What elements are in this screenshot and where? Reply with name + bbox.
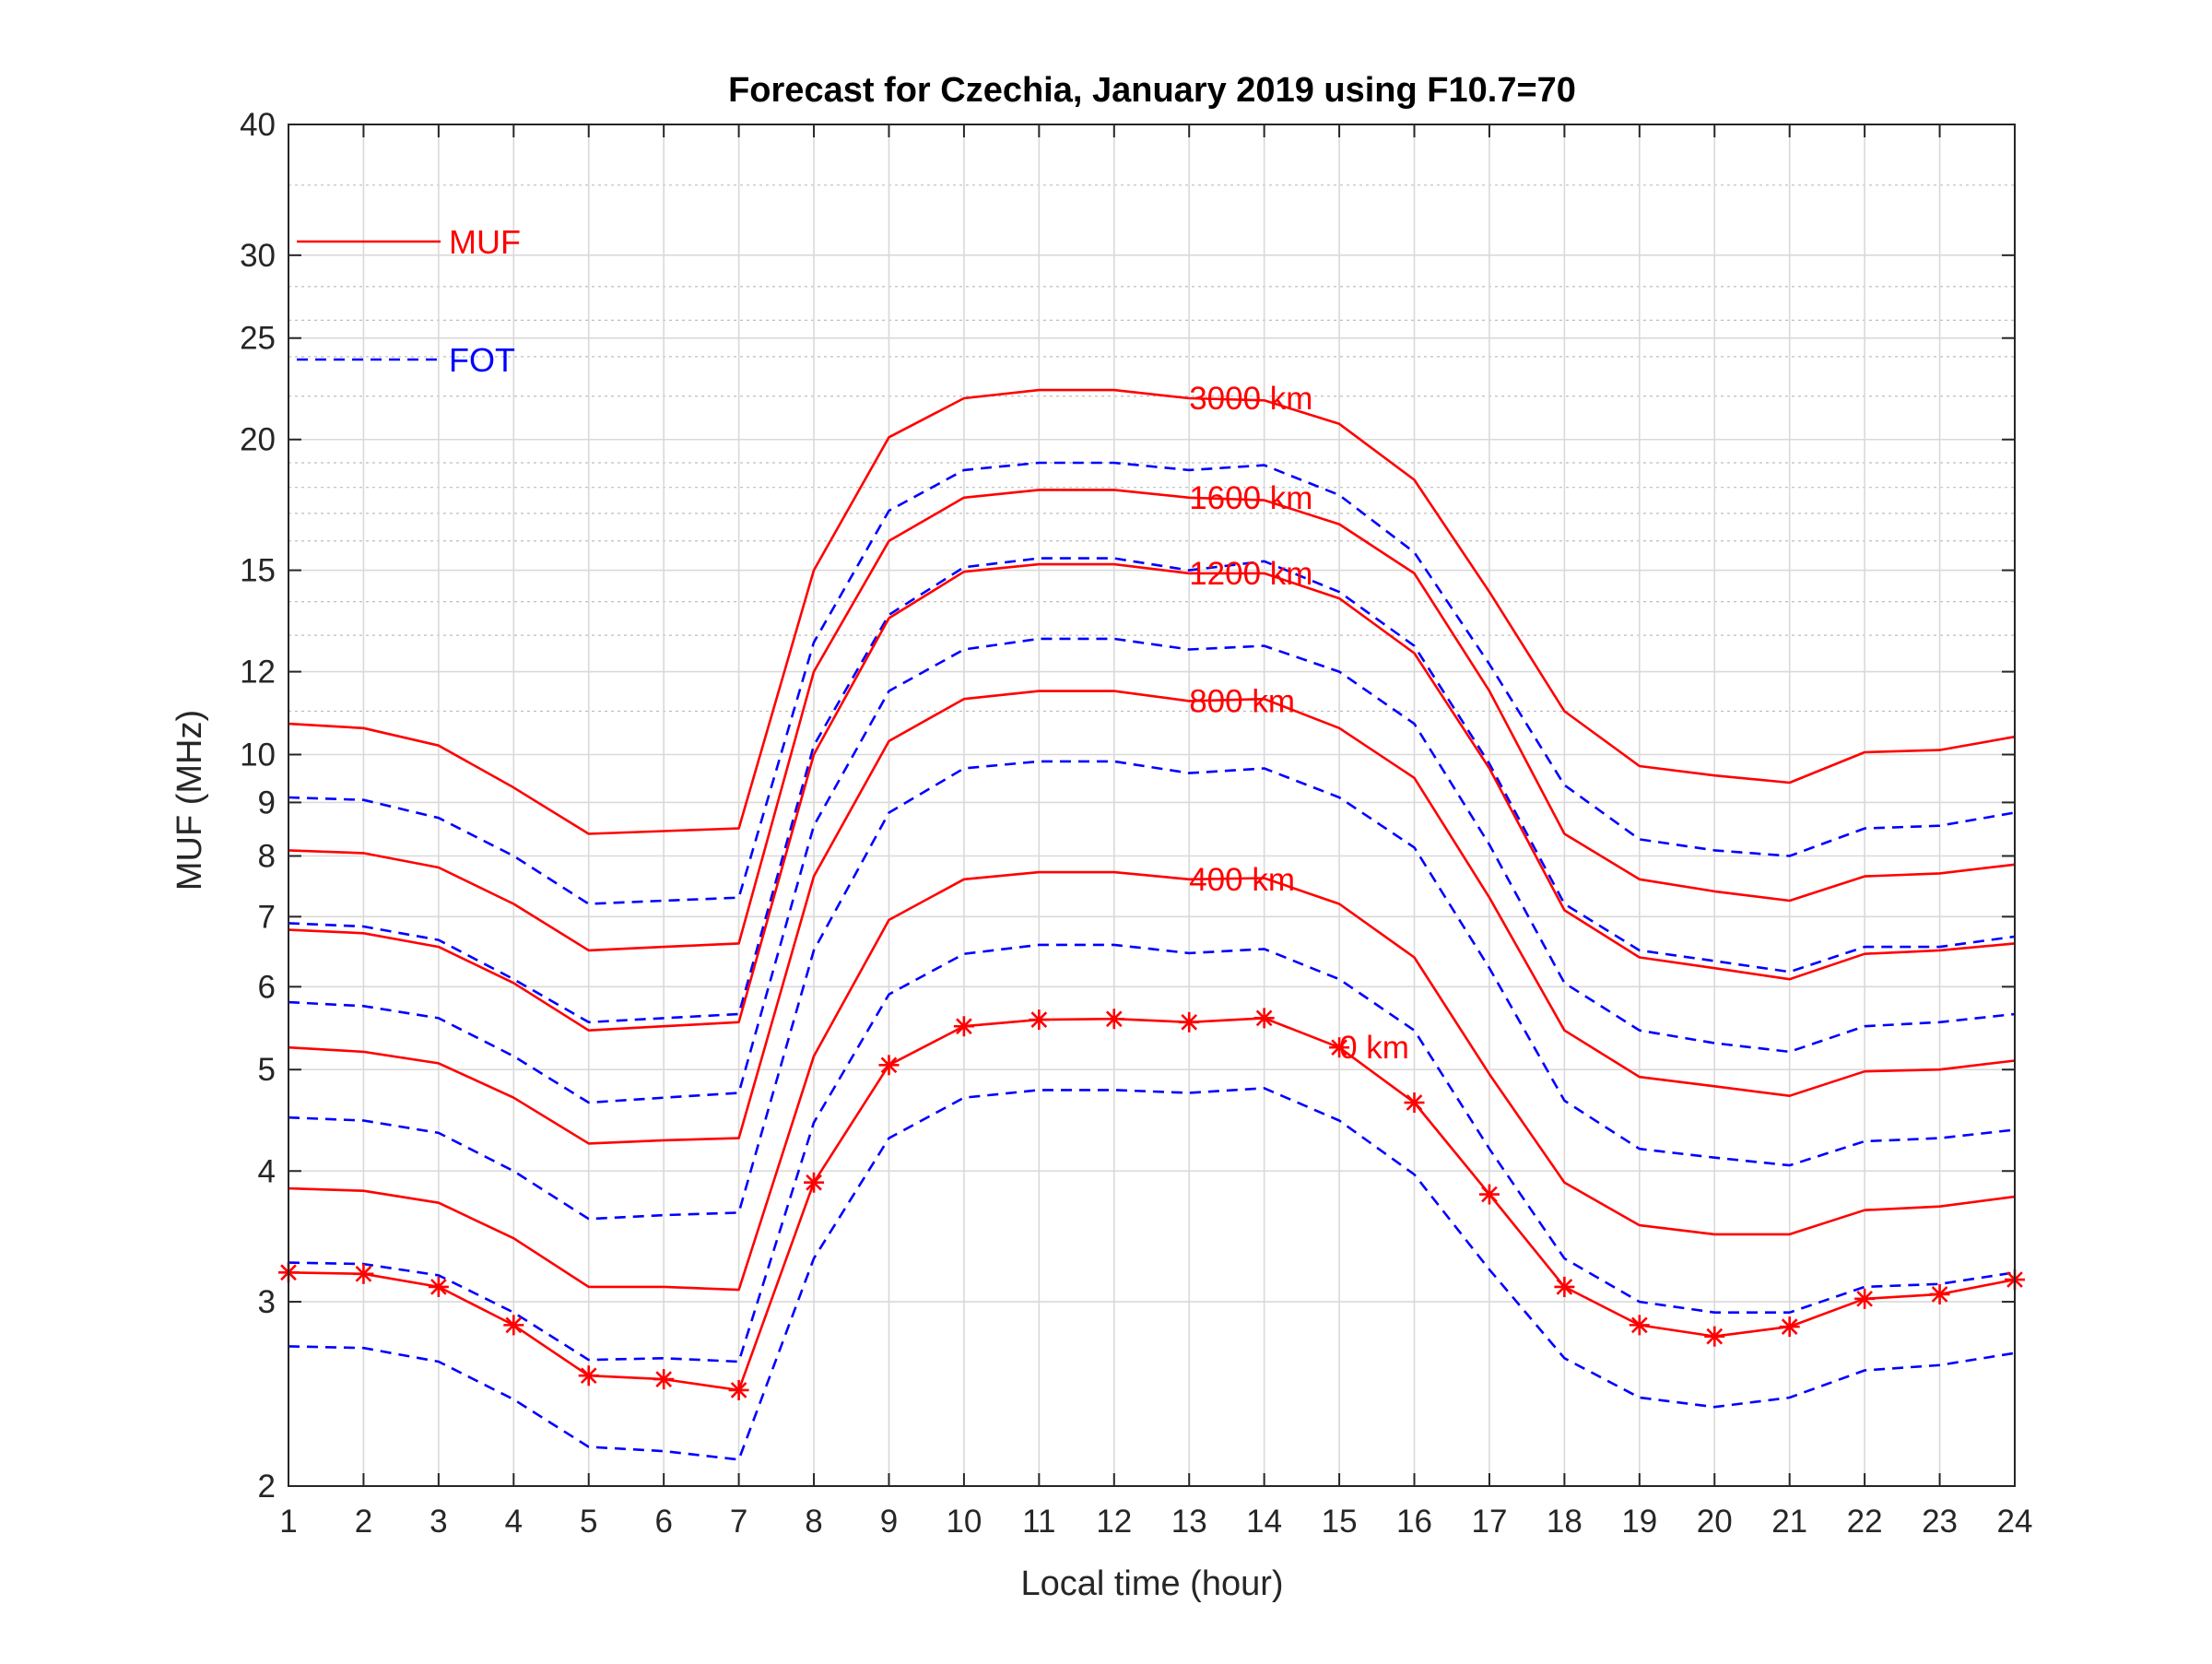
asterisk-marker [804,1172,825,1193]
asterisk-marker [953,1016,974,1037]
asterisk-marker [878,1055,900,1076]
y-tick-label: 7 [258,899,276,935]
fot-series-line [288,943,2016,1363]
y-tick-label: 12 [240,655,276,690]
asterisk-marker [1253,1008,1275,1029]
muf-series-line [288,489,2016,952]
x-tick-label: 11 [1022,1504,1055,1540]
asterisk-marker [353,1263,374,1284]
asterisk-marker [728,1379,749,1400]
series-label: 1200 km [1189,556,1312,592]
x-tick-label: 15 [1322,1504,1358,1540]
asterisk-marker [1779,1316,1800,1338]
y-axis-label: MUF (MHz) [171,710,209,891]
asterisk-marker [1554,1276,1575,1297]
legend-entry-label: FOT [449,341,515,379]
y-tick-label: 15 [240,553,276,589]
y-tick-label: 30 [240,238,276,274]
x-tick-label: 7 [730,1504,747,1540]
y-tick-label: 10 [240,737,276,773]
series-label: 0 km [1339,1030,1409,1066]
muf-series-line [288,562,2016,1032]
x-tick-label: 22 [1847,1504,1883,1540]
y-tick-label: 6 [258,969,276,1005]
series-label: 800 km [1189,683,1295,719]
asterisk-marker [653,1369,675,1390]
plot-area-frame [288,124,2016,1487]
muf-series-line [288,870,2016,1292]
asterisk-marker [1029,1009,1050,1031]
x-tick-label: 14 [1246,1504,1282,1540]
asterisk-marker [1854,1288,1876,1309]
asterisk-marker [503,1315,524,1336]
asterisk-marker [1629,1315,1650,1336]
y-tick-label: 2 [258,1469,276,1505]
x-tick-label: 8 [805,1504,822,1540]
muf-series-line [288,690,2016,1145]
x-tick-label: 5 [580,1504,597,1540]
asterisk-marker [1404,1092,1425,1114]
x-tick-label: 23 [1922,1504,1958,1540]
muf-series-line [288,388,2016,835]
y-tick-label: 9 [258,785,276,820]
asterisk-marker [1103,1009,1124,1030]
x-tick-label: 10 [946,1504,982,1540]
muf-series-line [288,1017,2016,1392]
legend: MUF FOT [297,223,521,379]
y-tick-label: 5 [258,1052,276,1088]
fot-series-line [288,760,2016,1221]
x-axis-label: Local time (hour) [1020,1564,1283,1603]
fot-series-line [288,637,2016,1104]
x-tick-label: 21 [1771,1504,1807,1540]
x-tick-label: 1 [279,1504,297,1540]
x-tick-label: 6 [654,1504,672,1540]
x-tick-label: 19 [1621,1504,1657,1540]
y-tick-label: 3 [258,1284,276,1320]
asterisk-marker [1704,1326,1725,1347]
x-tick-label: 17 [1471,1504,1507,1540]
asterisk-marker [1329,1037,1350,1058]
x-tick-label: 18 [1547,1504,1583,1540]
asterisk-marker [1179,1011,1200,1033]
x-tick-label: 3 [429,1504,447,1540]
x-tick-label: 24 [1997,1504,2033,1540]
asterisk-marker [1929,1283,1950,1304]
x-tick-label: 4 [505,1504,523,1540]
x-tick-label: 13 [1171,1504,1207,1540]
chart-title: Forecast for Czechia, January 2019 using… [728,71,1576,110]
x-tick-label: 9 [880,1504,898,1540]
x-tick-label: 20 [1697,1504,1733,1540]
x-tick-label: 2 [355,1504,372,1540]
series-label: 1600 km [1189,480,1312,516]
x-tick-label: 12 [1096,1504,1132,1540]
asterisk-marker [428,1276,449,1297]
series-labels: 3000 km 1600 km 1200 km 800 km 400 km 0 km [1189,381,1409,1066]
series-label: 3000 km [1189,381,1312,417]
x-tick-label: 16 [1396,1504,1432,1540]
y-tick-label: 20 [240,422,276,458]
y-tick-label: 40 [240,107,276,143]
grid [288,124,2015,1486]
series-label: 400 km [1189,862,1295,898]
fot-series-line [288,557,2016,1024]
y-tick-label: 8 [258,839,276,875]
asterisk-marker [1478,1184,1500,1205]
asterisk-marker [578,1365,599,1387]
fot-series-line [288,461,2016,905]
y-tick-label: 4 [258,1153,276,1189]
legend-entry-label: MUF [449,223,521,261]
y-tick-label: 25 [240,321,276,357]
